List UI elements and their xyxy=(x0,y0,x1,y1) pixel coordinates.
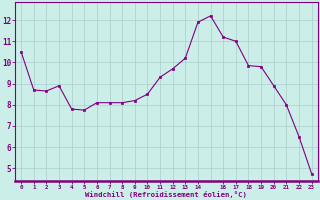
X-axis label: Windchill (Refroidissement éolien,°C): Windchill (Refroidissement éolien,°C) xyxy=(85,191,247,198)
